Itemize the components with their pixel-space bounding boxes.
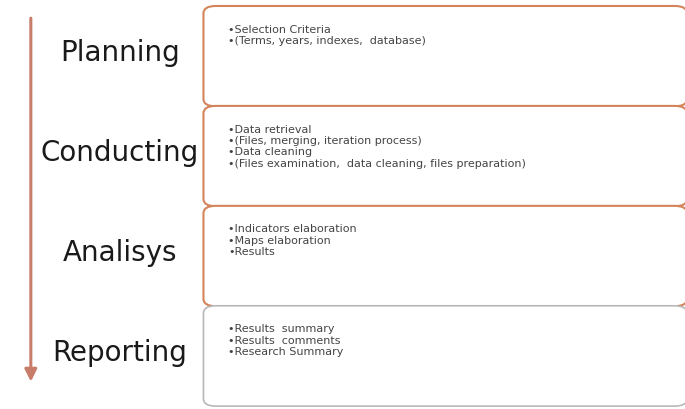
Text: Reporting: Reporting: [53, 338, 187, 366]
Text: •Data cleaning: •Data cleaning: [228, 147, 312, 157]
Text: •Results: •Results: [228, 247, 275, 257]
Text: •Selection Criteria: •Selection Criteria: [228, 25, 331, 34]
Text: •(Files examination,  data cleaning, files preparation): •(Files examination, data cleaning, file…: [228, 159, 526, 169]
Text: •Results  summary: •Results summary: [228, 324, 334, 334]
Text: Conducting: Conducting: [40, 139, 199, 166]
FancyBboxPatch shape: [203, 7, 685, 107]
FancyBboxPatch shape: [203, 207, 685, 306]
Text: •Indicators elaboration: •Indicators elaboration: [228, 224, 357, 234]
Text: •(Terms, years, indexes,  database): •(Terms, years, indexes, database): [228, 36, 426, 46]
Text: •Maps elaboration: •Maps elaboration: [228, 236, 331, 245]
Text: •Results  comments: •Results comments: [228, 335, 340, 345]
Text: •Data retrieval: •Data retrieval: [228, 124, 312, 134]
Text: Analisys: Analisys: [62, 238, 177, 266]
Text: •(Files, merging, iteration process): •(Files, merging, iteration process): [228, 136, 422, 146]
FancyBboxPatch shape: [203, 306, 685, 406]
FancyBboxPatch shape: [203, 107, 685, 207]
Text: Planning: Planning: [60, 39, 179, 67]
Text: •Research Summary: •Research Summary: [228, 346, 343, 357]
